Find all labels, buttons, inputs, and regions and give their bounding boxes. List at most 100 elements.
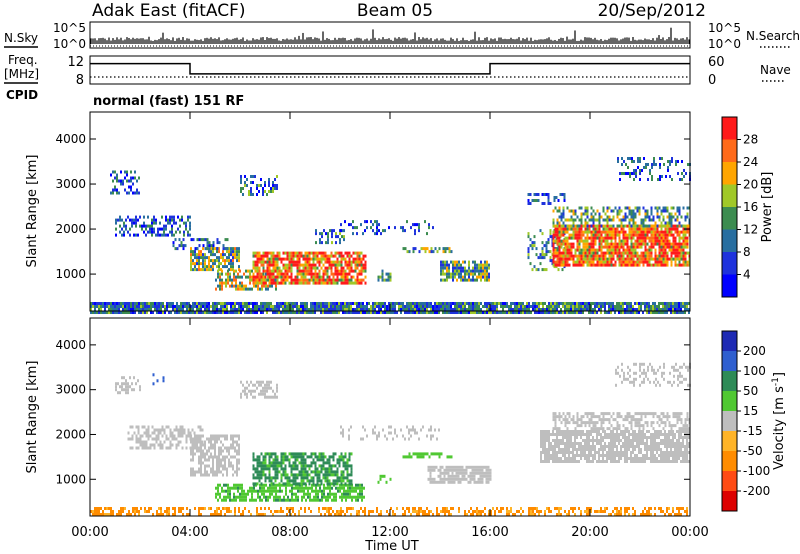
data-cell (614, 248, 617, 252)
data-cell (262, 257, 265, 261)
data-cell (272, 464, 275, 468)
data-cell (324, 266, 327, 270)
data-cell (302, 272, 305, 276)
data-cell (442, 302, 444, 305)
data-cell (496, 311, 498, 314)
data-cell (566, 308, 568, 311)
data-cell (292, 305, 294, 308)
data-cell (424, 311, 426, 314)
data-cell (224, 507, 226, 510)
data-cell (258, 260, 261, 264)
data-cell (564, 510, 566, 513)
data-cell (436, 250, 439, 254)
data-cell (527, 253, 530, 257)
data-cell (426, 311, 428, 314)
data-cell (160, 311, 162, 314)
data-cell (288, 281, 291, 285)
data-cell (330, 305, 332, 308)
data-cell (388, 308, 390, 311)
data-cell (654, 224, 657, 228)
data-cell (307, 495, 309, 499)
data-cell (600, 242, 603, 246)
data-cell (590, 245, 593, 249)
data-cell (212, 513, 214, 516)
data-cell (268, 266, 271, 270)
data-cell (618, 311, 620, 314)
data-cell (570, 311, 572, 314)
data-cell (100, 513, 102, 516)
data-cell (472, 513, 474, 516)
data-cell (215, 495, 217, 499)
data-cell (472, 308, 474, 311)
data-cell (202, 302, 204, 305)
data-cell (639, 178, 641, 181)
data-cell (200, 302, 202, 305)
data-cell (680, 245, 683, 249)
data-cell (224, 308, 226, 311)
data-cell (570, 305, 572, 308)
data-cell (364, 311, 366, 314)
data-cell (602, 245, 605, 249)
data-cell (237, 284, 239, 288)
data-cell (594, 263, 597, 267)
data-cell (442, 311, 444, 314)
data-cell (180, 305, 182, 308)
data-cell (167, 233, 169, 237)
data-cell (274, 178, 276, 181)
data-cell (217, 492, 219, 496)
data-cell (662, 206, 665, 210)
data-cell (450, 305, 452, 308)
data-cell (336, 263, 339, 267)
data-cell (264, 467, 267, 471)
data-cell (298, 251, 301, 255)
data-cell (362, 278, 365, 282)
data-cell (206, 308, 208, 311)
data-cell (302, 269, 305, 273)
data-cell (310, 257, 313, 261)
data-cell (102, 513, 104, 516)
data-cell (604, 257, 607, 261)
data-cell (102, 305, 104, 308)
data-cell (522, 311, 524, 314)
data-cell (580, 257, 583, 261)
data-cell (329, 495, 331, 499)
data-cell (606, 227, 609, 231)
data-cell (340, 266, 343, 270)
data-cell (286, 479, 289, 483)
data-cell (282, 452, 285, 456)
data-cell (678, 260, 681, 264)
data-cell (452, 507, 454, 510)
data-cell (169, 215, 171, 219)
data-cell (678, 206, 681, 210)
data-cell (442, 266, 444, 270)
data-cell (116, 188, 118, 192)
data-cell (618, 245, 621, 249)
data-cell (92, 302, 94, 305)
data-cell (360, 266, 363, 270)
data-cell (224, 253, 226, 257)
data-cell (568, 245, 571, 249)
data-cell (313, 489, 315, 493)
data-cell (286, 311, 288, 314)
data-cell (343, 492, 345, 496)
data-cell (364, 220, 366, 224)
data-cell (263, 495, 265, 499)
data-cell (242, 510, 244, 513)
data-cell (354, 251, 357, 255)
data-cell (586, 507, 588, 510)
data-cell (264, 452, 267, 456)
data-cell (298, 510, 300, 513)
data-cell (412, 302, 414, 305)
data-cell (252, 311, 254, 314)
data-cell (594, 251, 597, 255)
data-cell (276, 458, 279, 462)
data-cell (588, 218, 591, 222)
data-cell (678, 242, 681, 246)
data-cell (158, 311, 160, 314)
data-cell (266, 272, 269, 276)
data-cell (631, 172, 633, 175)
data-cell (280, 305, 282, 308)
data-cell (548, 308, 550, 311)
data-cell (574, 248, 577, 252)
data-cell (358, 513, 360, 516)
